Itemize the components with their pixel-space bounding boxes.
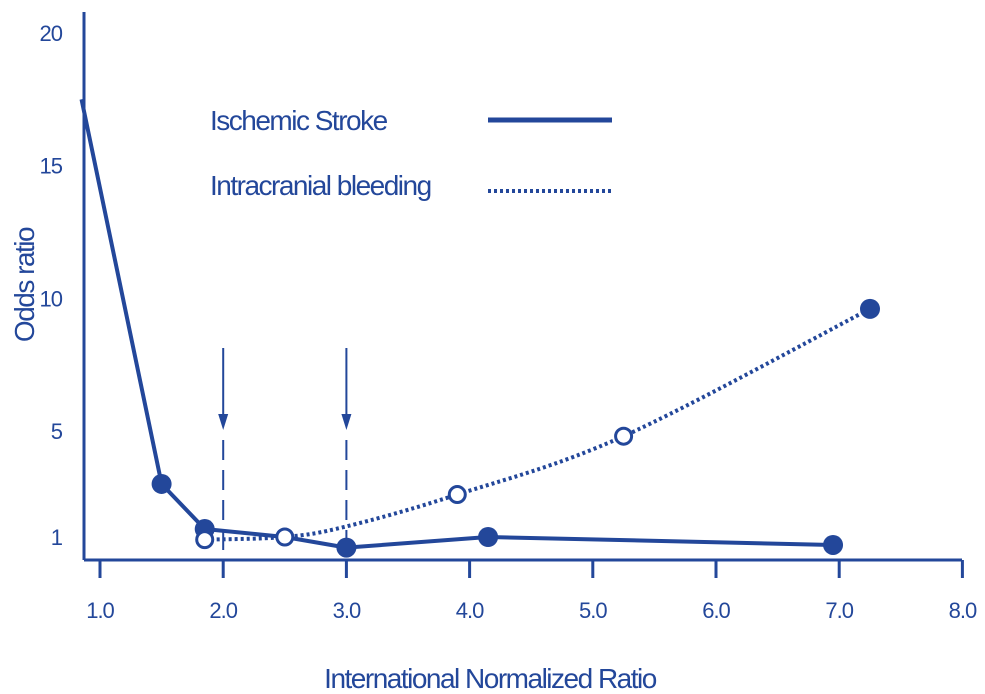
data-point-filled — [823, 534, 844, 555]
x-axis-label: International Normalized Ratio — [324, 663, 657, 694]
legend-label: Ischemic Stroke — [210, 105, 388, 136]
y-tick-label: 1 — [51, 525, 63, 550]
data-point-filled — [860, 298, 880, 319]
bleeding-line — [204, 307, 871, 542]
y-tick-label: 5 — [51, 419, 63, 444]
x-tick-label: 5.0 — [579, 598, 607, 623]
x-tick-label: 6.0 — [702, 598, 730, 623]
data-point-open — [275, 527, 295, 547]
x-tick-label: 1.0 — [86, 598, 114, 623]
data-point-open — [447, 485, 467, 505]
x-tick-label: 8.0 — [949, 598, 977, 623]
y-tick-label: 15 — [40, 154, 63, 179]
series-layer — [79, 98, 880, 558]
legend-label: Intracranial bleeding — [210, 170, 431, 201]
x-tick-label: 7.0 — [825, 598, 853, 623]
y-tick-label: 10 — [40, 286, 63, 311]
data-point-open — [614, 426, 634, 446]
arrow-head — [341, 414, 352, 430]
data-point-open — [195, 530, 215, 550]
legend: Ischemic Stroke Intracranial bleeding — [210, 105, 612, 201]
data-point-filled — [151, 473, 172, 494]
data-point-filled — [478, 527, 499, 547]
x-tick-label: 3.0 — [333, 598, 361, 623]
stroke-line — [79, 98, 834, 550]
y-tick-label: 20 — [40, 21, 63, 46]
x-tick-label: 2.0 — [209, 598, 237, 623]
arrow-head — [218, 414, 229, 430]
data-point-filled — [336, 537, 357, 558]
x-tick-label: 4.0 — [456, 598, 484, 623]
y-axis-label: Odds ratio — [9, 227, 40, 342]
